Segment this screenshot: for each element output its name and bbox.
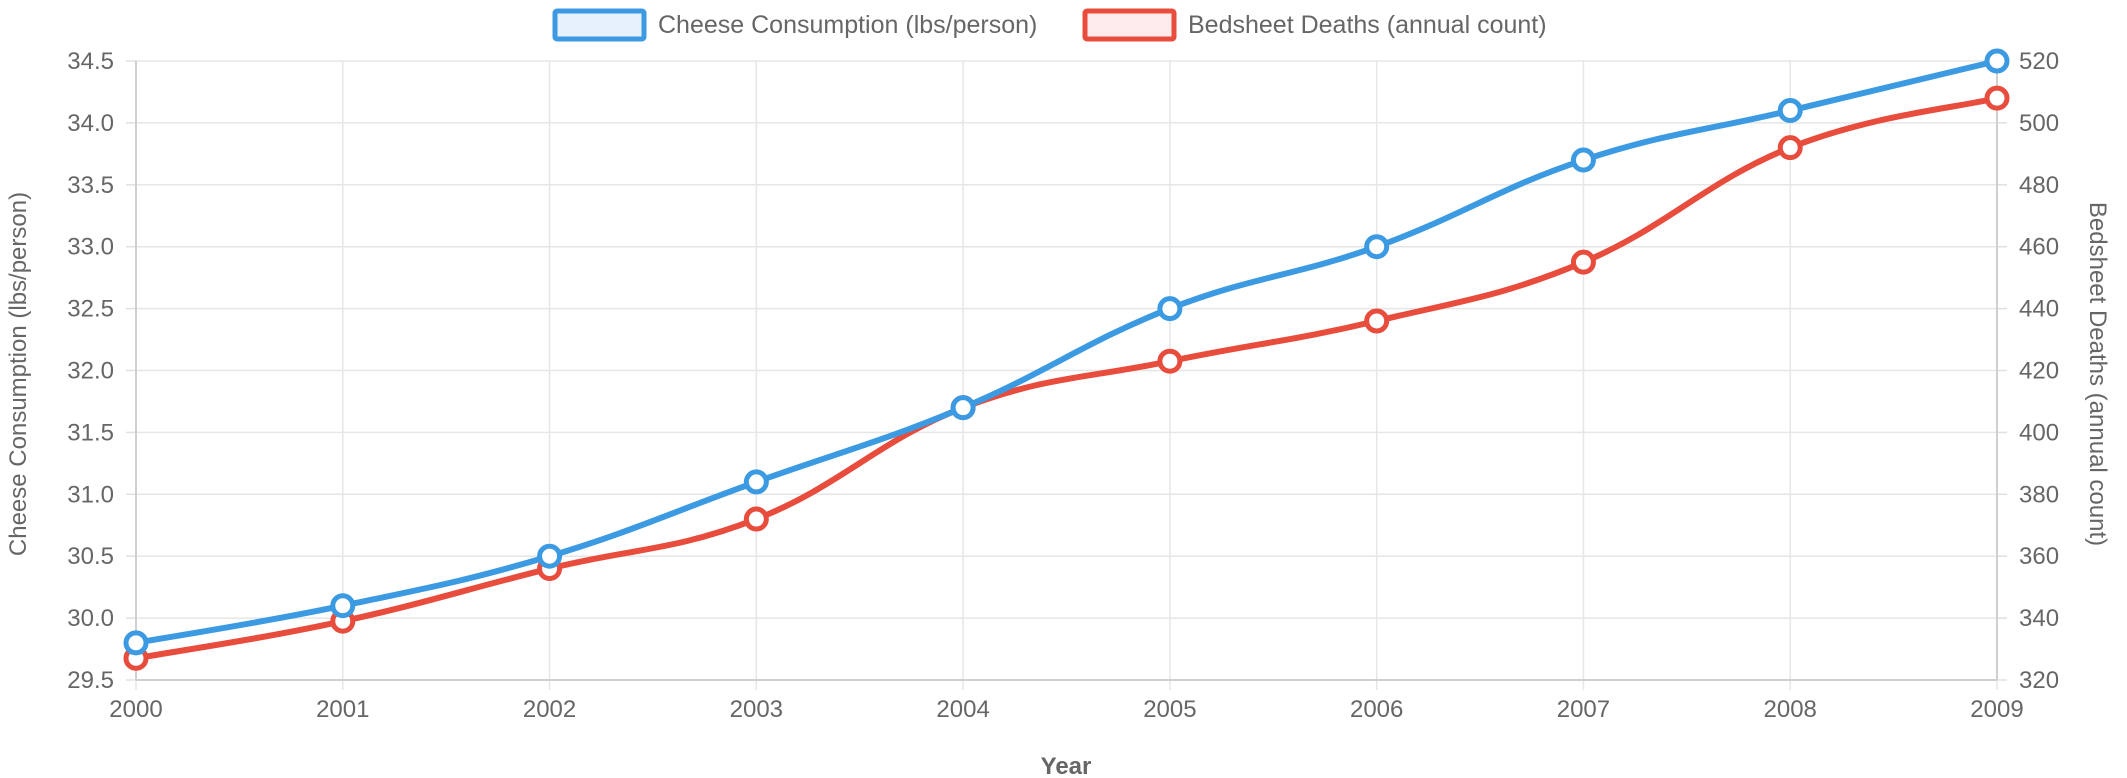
x-tick-label: 2004 bbox=[936, 696, 989, 723]
data-point-bedsheet[interactable] bbox=[1570, 249, 1596, 275]
y-left-tick-label: 33.5 bbox=[67, 172, 114, 199]
y-right-tick-label: 440 bbox=[2019, 296, 2059, 323]
grid-lines bbox=[126, 60, 2007, 690]
data-point-bedsheet[interactable] bbox=[1364, 308, 1390, 334]
y-right-tick-label: 480 bbox=[2019, 172, 2059, 199]
legend-item-bedsheet[interactable]: Bedsheet Deaths (annual count) bbox=[1082, 8, 1547, 42]
y-left-tick-label: 33.0 bbox=[67, 234, 114, 261]
data-point-bedsheet[interactable] bbox=[743, 506, 769, 532]
legend[interactable]: Cheese Consumption (lbs/person) Bedsheet… bbox=[552, 8, 1547, 42]
data-point-bedsheet[interactable] bbox=[1777, 135, 1803, 161]
data-point-cheese[interactable] bbox=[123, 630, 149, 656]
x-tick-label: 2008 bbox=[1764, 696, 1817, 723]
x-tick-label: 2000 bbox=[109, 696, 162, 723]
y-left-tick-label: 30.0 bbox=[67, 605, 114, 632]
y-axis-left-ticks: 34.5 34.0 33.5 33.0 32.5 32.0 31.5 31.0 30.5 30.0… bbox=[67, 48, 114, 694]
series-cheese bbox=[123, 48, 2010, 656]
data-point-cheese[interactable] bbox=[1984, 48, 2010, 74]
y-left-tick-label: 32.0 bbox=[67, 358, 114, 385]
y-axis-left-title: Cheese Consumption (lbs/person) bbox=[5, 192, 32, 556]
y-axis-right-ticks: 520 500 480 460 440 420 400 380 360 340 320 bbox=[2019, 48, 2059, 694]
y-right-tick-label: 360 bbox=[2019, 543, 2059, 570]
y-left-tick-label: 34.5 bbox=[67, 48, 114, 75]
y-axis-right-title: Bedsheet Deaths (annual count) bbox=[2084, 202, 2111, 546]
y-left-tick-label: 30.5 bbox=[67, 543, 114, 570]
y-left-tick-label: 34.0 bbox=[67, 110, 114, 137]
x-axis-ticks: 2000 2001 2002 2003 2004 2005 2006 2007 2008 2009 bbox=[109, 696, 2023, 723]
y-right-tick-label: 460 bbox=[2019, 234, 2059, 261]
x-axis-title: Year bbox=[1041, 753, 1092, 778]
data-series bbox=[123, 48, 2010, 671]
y-right-tick-label: 400 bbox=[2019, 419, 2059, 446]
y-right-tick-label: 420 bbox=[2019, 358, 2059, 385]
x-tick-label: 2003 bbox=[730, 696, 783, 723]
data-point-bedsheet[interactable] bbox=[1157, 348, 1183, 374]
x-tick-label: 2002 bbox=[523, 696, 576, 723]
x-tick-label: 2005 bbox=[1143, 696, 1196, 723]
y-left-tick-label: 31.0 bbox=[67, 481, 114, 508]
data-point-cheese[interactable] bbox=[537, 543, 563, 569]
y-right-tick-label: 500 bbox=[2019, 110, 2059, 137]
x-tick-label: 2007 bbox=[1557, 696, 1610, 723]
data-point-bedsheet[interactable] bbox=[1984, 85, 2010, 111]
legend-item-cheese[interactable]: Cheese Consumption (lbs/person) bbox=[552, 8, 1037, 42]
legend-swatch-cheese bbox=[552, 8, 647, 42]
data-point-cheese[interactable] bbox=[743, 469, 769, 495]
y-left-tick-label: 32.5 bbox=[67, 296, 114, 323]
legend-swatch-bedsheet bbox=[1082, 8, 1177, 42]
series-bedsheet bbox=[123, 85, 2010, 671]
y-left-tick-label: 31.5 bbox=[67, 419, 114, 446]
legend-label-bedsheet: Bedsheet Deaths (annual count) bbox=[1188, 11, 1547, 39]
data-point-cheese[interactable] bbox=[1570, 147, 1596, 173]
x-tick-label: 2009 bbox=[1970, 696, 2023, 723]
data-point-cheese[interactable] bbox=[1777, 98, 1803, 124]
series-line-cheese bbox=[133, 58, 2000, 646]
data-point-cheese[interactable] bbox=[950, 395, 976, 421]
y-right-tick-label: 320 bbox=[2019, 667, 2059, 694]
series-line-bedsheet bbox=[133, 95, 2000, 662]
axes bbox=[135, 61, 1998, 681]
y-right-tick-label: 520 bbox=[2019, 48, 2059, 75]
x-tick-label: 2001 bbox=[316, 696, 369, 723]
data-point-cheese[interactable] bbox=[1157, 296, 1183, 322]
x-tick-label: 2006 bbox=[1350, 696, 1403, 723]
data-point-cheese[interactable] bbox=[330, 593, 356, 619]
y-left-tick-label: 29.5 bbox=[67, 667, 114, 694]
y-right-tick-label: 380 bbox=[2019, 481, 2059, 508]
y-right-tick-label: 340 bbox=[2019, 605, 2059, 632]
legend-label-cheese: Cheese Consumption (lbs/person) bbox=[658, 11, 1037, 39]
data-point-cheese[interactable] bbox=[1364, 234, 1390, 260]
